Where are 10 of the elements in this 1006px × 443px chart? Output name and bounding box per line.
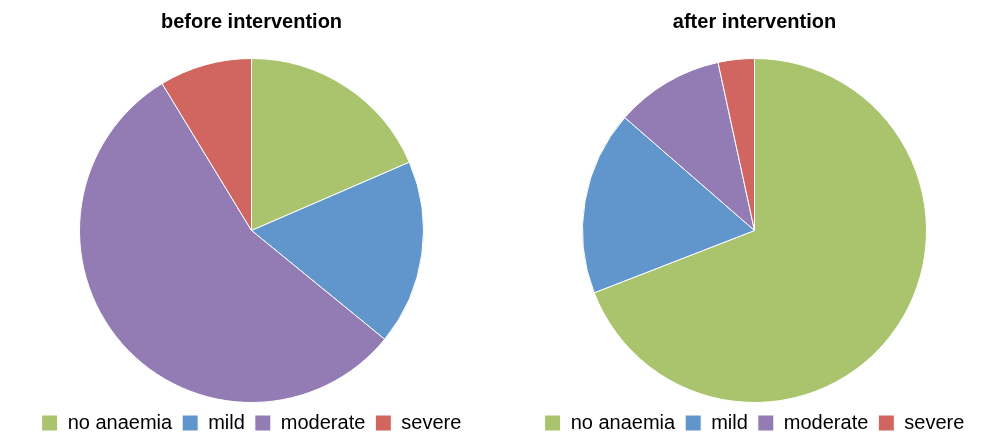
legend-label: severe: [904, 410, 965, 433]
legend-label: no anaemia: [67, 410, 174, 433]
legend-label: mild: [711, 410, 748, 433]
legend-label: severe: [401, 410, 462, 433]
chart-title: after intervention: [672, 9, 837, 32]
chart-title: before intervention: [160, 9, 343, 32]
legend-label: no anaemia: [570, 410, 677, 433]
legend-label: moderate: [280, 410, 366, 433]
legend-label: moderate: [783, 410, 869, 433]
legend-label: mild: [208, 410, 245, 433]
